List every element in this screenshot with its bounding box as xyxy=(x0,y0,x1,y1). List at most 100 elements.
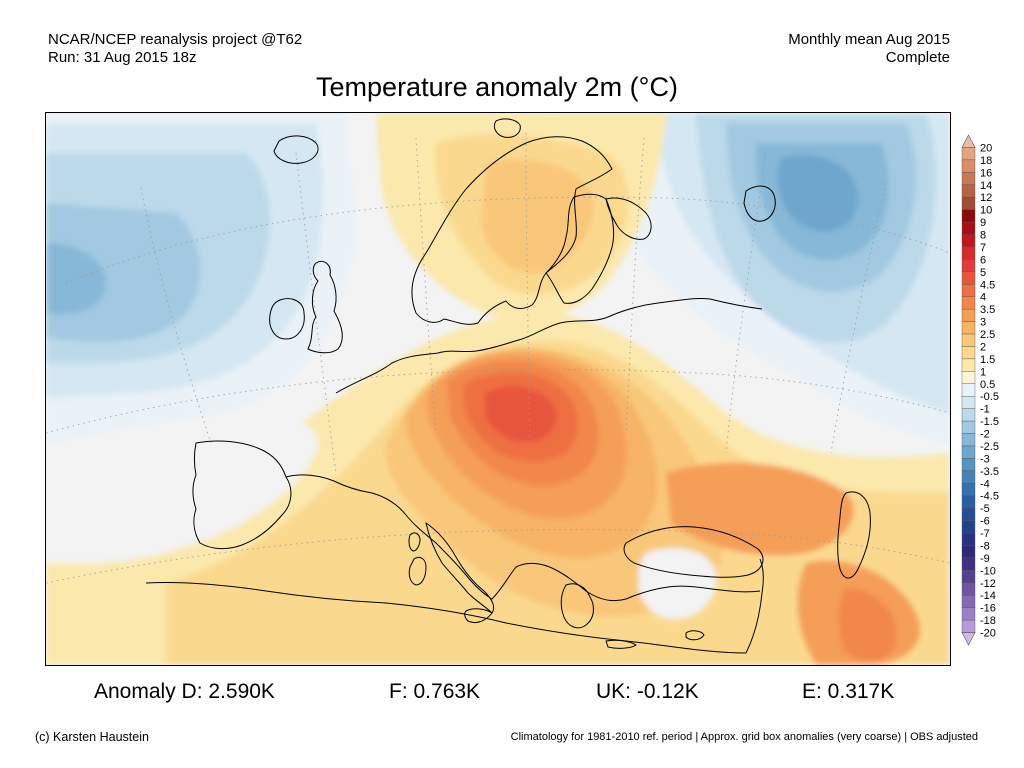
warm-anomaly-scandinavia-3 xyxy=(481,159,594,274)
coastline-scandinavia xyxy=(411,136,613,325)
coastline-iceland xyxy=(273,135,319,164)
neutral-zone-iberia xyxy=(46,413,318,564)
coastline-corsica xyxy=(408,532,421,552)
legend-swatch xyxy=(961,445,976,459)
legend-tick-label: -3 xyxy=(980,453,990,465)
graticule-line xyxy=(725,152,767,454)
coastline-sicily xyxy=(464,608,493,624)
graticule-line xyxy=(525,132,531,444)
source-label: NCAR/NCEP reanalysis project @T62 xyxy=(48,31,303,48)
legend-tick-label: -10 xyxy=(980,565,996,577)
anomaly-map-svg xyxy=(46,113,950,665)
legend-tick-label: 1.5 xyxy=(980,354,995,366)
legend-tick-label: -3.5 xyxy=(980,466,999,478)
coastline-black-sea xyxy=(623,526,764,578)
graticule-line xyxy=(830,182,887,454)
coastline-levant xyxy=(745,558,764,654)
coastline-white-sea xyxy=(605,197,652,240)
coastline-cyprus xyxy=(685,630,705,641)
coastline-north-africa xyxy=(145,581,747,654)
legend-swatch xyxy=(961,196,976,210)
legend-tick-label: 7 xyxy=(980,242,986,254)
legend-swatch xyxy=(961,632,976,646)
legend-tick-label: 0.5 xyxy=(980,379,995,391)
coastline-continent-north xyxy=(335,298,763,394)
legend-swatch xyxy=(961,321,976,335)
graticule-line xyxy=(46,529,950,584)
legend-swatch xyxy=(961,408,976,422)
legend-tick-label: -20 xyxy=(980,628,996,640)
legend-tick-label: -9 xyxy=(980,553,990,565)
legend-tick-label: -2.5 xyxy=(980,441,999,453)
legend-swatch xyxy=(961,507,976,521)
legend-swatch xyxy=(961,184,976,198)
map-title: Temperature anomaly 2m (°C) xyxy=(316,72,678,102)
legend-swatch xyxy=(961,209,976,223)
graticule-line xyxy=(65,196,950,284)
legend-swatch xyxy=(961,420,976,434)
coastline-finland-baltic xyxy=(545,193,615,304)
legend-swatch xyxy=(961,470,976,484)
legend-tick-label: -1 xyxy=(980,404,990,416)
coastline-med-north xyxy=(285,474,761,602)
legend-swatch xyxy=(961,271,976,285)
legend-swatch xyxy=(961,458,976,472)
warm-anomaly-europe-core xyxy=(484,386,557,443)
period-label: Monthly mean Aug 2015 xyxy=(788,31,950,48)
legend-swatch xyxy=(961,296,976,310)
coastline-ireland xyxy=(269,298,305,340)
legend-tick-label: 9 xyxy=(980,217,986,229)
legend-tick-label: 14 xyxy=(980,180,992,192)
legend-swatch xyxy=(961,147,976,161)
legend-tick-label: -4.5 xyxy=(980,491,999,503)
legend-tick-label: 3 xyxy=(980,317,986,329)
legend-swatch xyxy=(961,383,976,397)
graticule-line xyxy=(140,187,212,444)
coastline-novaya-zemlya xyxy=(743,185,776,222)
legend-swatch xyxy=(961,234,976,248)
period-info: Monthly mean Aug 2015 Complete xyxy=(788,31,950,67)
run-date-label: Run: 31 Aug 2015 18z xyxy=(48,49,197,66)
legend-tick-label: 12 xyxy=(980,192,992,204)
legend-tick-label: -0.5 xyxy=(980,391,999,403)
graticule xyxy=(46,132,950,584)
run-info: NCAR/NCEP reanalysis project @T62 Run: 3… xyxy=(48,31,302,67)
legend-tick-label: 5 xyxy=(980,267,986,279)
legend-tick-label: 6 xyxy=(980,254,986,266)
legend-swatch xyxy=(961,557,976,571)
legend-tick-label: -14 xyxy=(980,590,996,602)
legend-tick-label: -8 xyxy=(980,540,990,552)
legend-tick-label: 3.5 xyxy=(980,304,995,316)
anomaly-map xyxy=(45,112,951,666)
neutral-pocket-east-med xyxy=(638,548,717,619)
climatology-note: Climatology for 1981-2010 ref. period | … xyxy=(510,731,978,743)
legend-swatch xyxy=(961,619,976,633)
warm-anomaly-turkey xyxy=(666,462,854,556)
anomaly-uk-stat: UK: -0.12K xyxy=(596,680,699,703)
legend-tick-label: -12 xyxy=(980,578,996,590)
legend-tick-label: 10 xyxy=(980,205,992,217)
anomaly-f-stat: F: 0.763K xyxy=(389,680,481,703)
legend-swatch xyxy=(961,570,976,584)
coastline-great-britain xyxy=(307,260,343,354)
legend-swatch xyxy=(961,607,976,621)
legend-tick-label: 1 xyxy=(980,366,986,378)
coastline-iberia xyxy=(192,440,292,550)
legend-tick-label: 4.5 xyxy=(980,279,995,291)
legend-swatch xyxy=(961,246,976,260)
legend-tick-label: -5 xyxy=(980,503,990,515)
status-label: Complete xyxy=(885,49,950,66)
warm-anomaly-mideast-core xyxy=(838,588,897,662)
legend-swatch xyxy=(961,172,976,185)
legend-tick-label: 16 xyxy=(980,167,992,179)
coastline-caspian xyxy=(837,491,871,579)
coastline-sardinia xyxy=(408,556,427,586)
legend-swatch xyxy=(961,308,976,322)
coastlines xyxy=(145,118,871,654)
anomaly-e-stat: E: 0.317K xyxy=(802,680,895,703)
legend-tick-label: -4 xyxy=(980,478,990,490)
credit-text: (c) Karsten Haustein xyxy=(35,730,149,744)
legend-swatch xyxy=(961,371,976,384)
legend-swatch xyxy=(961,159,976,173)
legend-tick-label: 2.5 xyxy=(980,329,995,341)
